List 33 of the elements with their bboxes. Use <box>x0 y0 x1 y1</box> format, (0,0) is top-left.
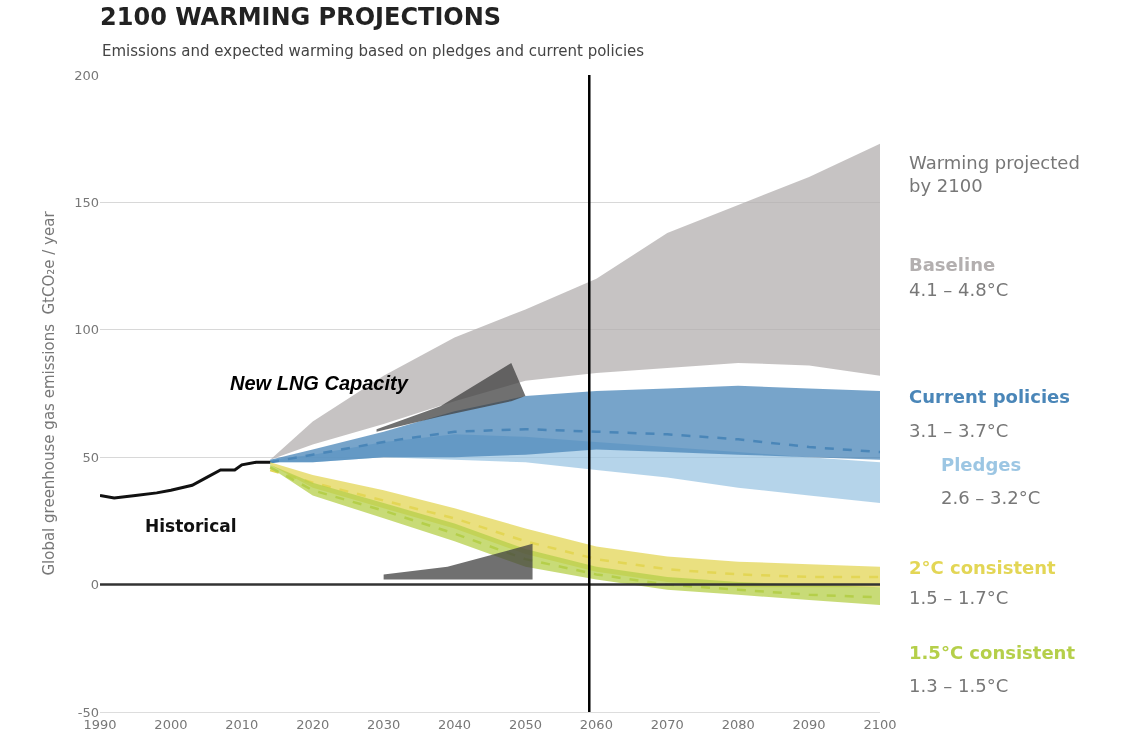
text: 4.1 – 4.8°C <box>909 279 1009 300</box>
x-tick-label: 2090 <box>792 716 826 732</box>
x-tick-label: 2070 <box>650 716 684 732</box>
x-tick-label: 2010 <box>225 716 259 732</box>
y-tick-label: 200 <box>74 67 99 83</box>
text: 1.5°C consistent <box>909 642 1076 663</box>
x-tick-label: 2080 <box>721 716 755 732</box>
x-tick-label: 2040 <box>438 716 472 732</box>
y-tick-label: 0 <box>90 577 99 593</box>
x-tick-label: 2020 <box>296 716 330 732</box>
legend-label: Baseline <box>909 254 996 275</box>
annotation: New LNG Capacity <box>230 372 409 394</box>
x-tick-label: 2050 <box>508 716 542 732</box>
x-tick-label: 2000 <box>154 716 188 732</box>
y-tick-label: 100 <box>74 322 99 338</box>
x-tick-label: 2060 <box>579 716 613 732</box>
y-tick-label: 150 <box>74 194 99 210</box>
x-tick-label: 2030 <box>367 716 401 732</box>
text: Warming projected by 2100 <box>909 152 1080 197</box>
series-label: Historical <box>145 516 237 536</box>
text: 1.5 – 1.7°C <box>909 587 1009 608</box>
legend-label: Pledges <box>941 454 1022 475</box>
series-label: 2°C consistent <box>909 557 1057 578</box>
text: Current policies <box>909 386 1071 407</box>
x-tick-label: 2100 <box>863 716 897 732</box>
text: 1.3 – 1.5°C <box>909 675 1009 696</box>
text: 3.1 – 3.7°C <box>909 420 1009 441</box>
chart-title: 2100 WARMING PROJECTIONS <box>100 2 502 31</box>
y-tick-label: 50 <box>82 449 99 465</box>
text: 2.6 – 3.2°C <box>941 487 1041 508</box>
chart-subtitle: Emissions and expected warming based on pledges and current policies <box>102 42 645 60</box>
line-series <box>100 460 272 500</box>
y-axis-title: Global greenhouse gas emissions GtCO₂e / year <box>40 210 59 576</box>
